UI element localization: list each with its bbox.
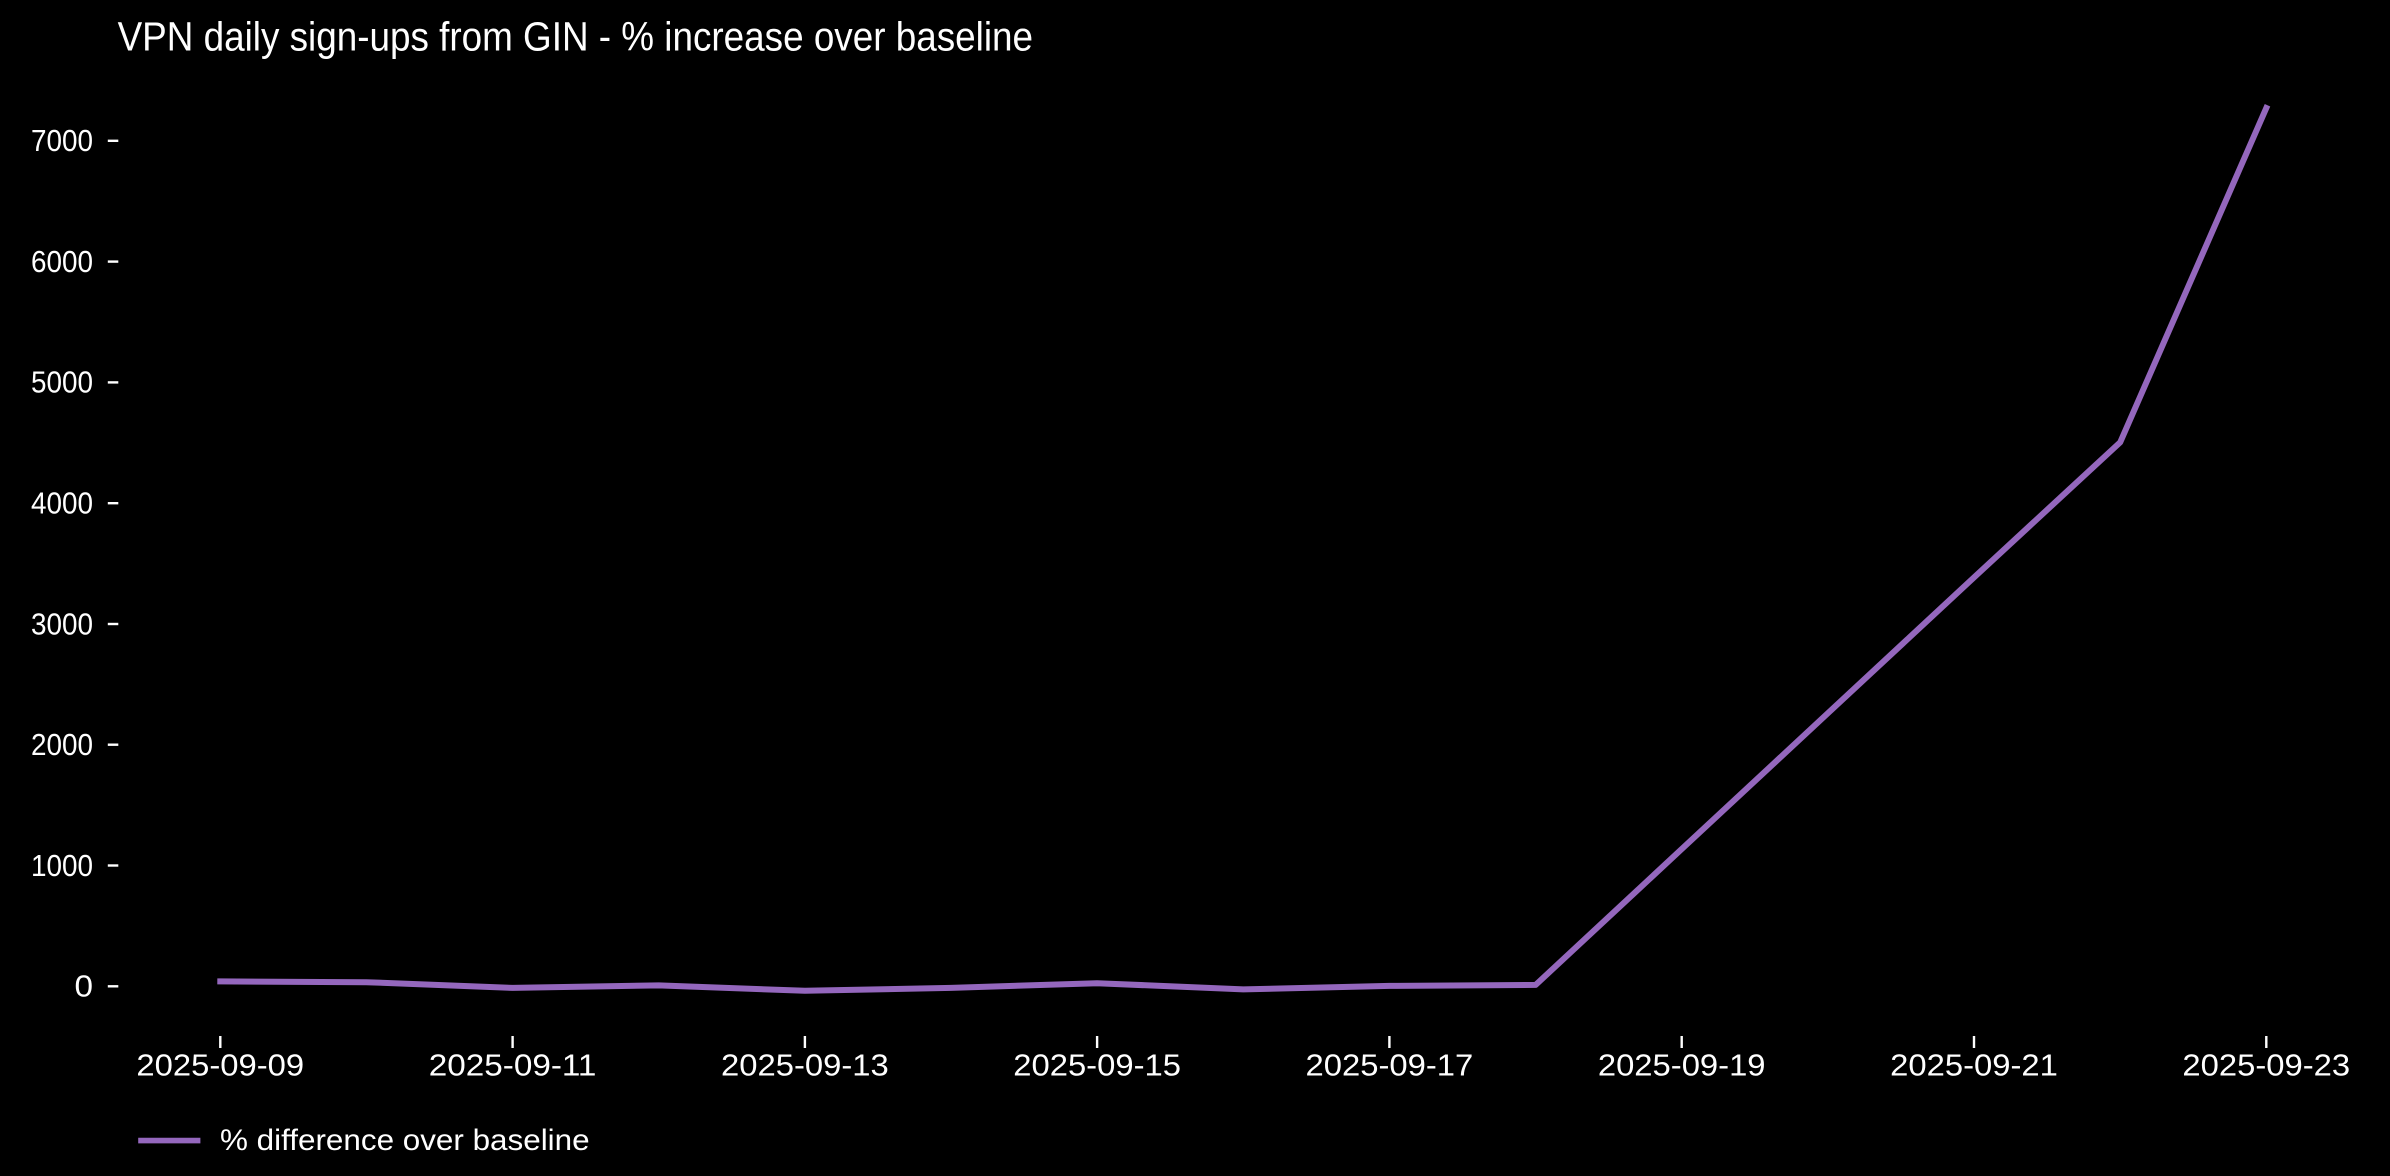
svg-text:2025-09-11: 2025-09-11 — [429, 1049, 597, 1083]
svg-text:3000: 3000 — [31, 607, 93, 641]
svg-text:2025-09-21: 2025-09-21 — [1890, 1049, 2058, 1083]
svg-text:2025-09-15: 2025-09-15 — [1013, 1049, 1181, 1083]
svg-text:2025-09-17: 2025-09-17 — [1306, 1049, 1474, 1083]
svg-text:6000: 6000 — [31, 245, 93, 279]
svg-text:7000: 7000 — [31, 124, 93, 158]
svg-text:2025-09-13: 2025-09-13 — [721, 1049, 889, 1083]
svg-text:VPN daily sign-ups from GIN -: VPN daily sign-ups from GIN - % increase… — [118, 13, 1033, 59]
svg-text:0: 0 — [75, 970, 94, 1004]
svg-text:2025-09-09: 2025-09-09 — [136, 1049, 304, 1083]
svg-text:1000: 1000 — [31, 849, 93, 883]
svg-text:2025-09-23: 2025-09-23 — [2182, 1049, 2350, 1083]
svg-text:2025-09-19: 2025-09-19 — [1598, 1049, 1766, 1083]
svg-text:% difference over baseline: % difference over baseline — [220, 1124, 590, 1157]
svg-text:5000: 5000 — [31, 366, 93, 400]
svg-text:2000: 2000 — [31, 728, 93, 762]
svg-text:4000: 4000 — [31, 487, 93, 521]
